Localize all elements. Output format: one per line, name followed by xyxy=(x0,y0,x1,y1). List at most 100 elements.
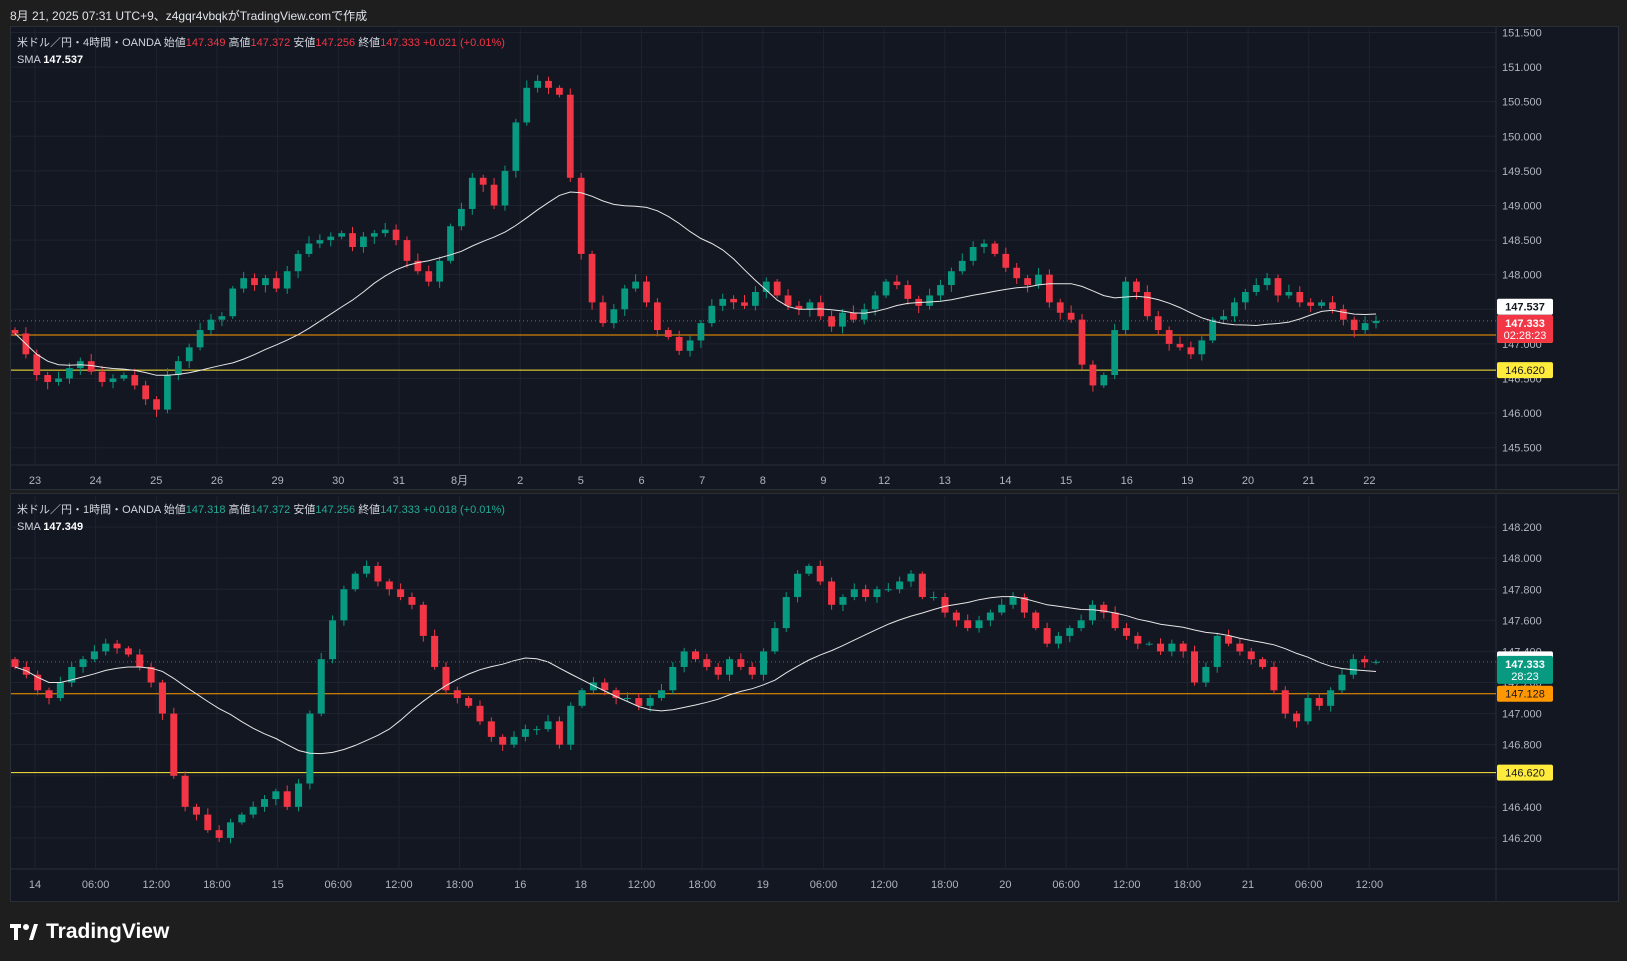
y-tick-label: 148.000 xyxy=(1502,553,1542,565)
candle-body xyxy=(1327,690,1335,706)
candle-body xyxy=(109,378,117,382)
candle-body xyxy=(1043,628,1051,644)
candle-body xyxy=(1329,302,1336,310)
candle-body xyxy=(610,309,618,324)
candle-body xyxy=(947,271,955,286)
x-tick-label: 9 xyxy=(820,475,826,487)
candle-body xyxy=(828,581,836,605)
low-value: 147.256 xyxy=(315,37,356,49)
symbol-label[interactable]: 米ドル／円・4時間・OANDA xyxy=(17,37,161,49)
candle-body xyxy=(294,253,302,272)
candle-body xyxy=(229,288,237,317)
x-tick-label: 12:00 xyxy=(1113,879,1141,891)
y-tick-label: 149.000 xyxy=(1502,200,1542,212)
open-value: 147.349 xyxy=(185,37,226,49)
y-tick-label: 146.800 xyxy=(1502,740,1542,752)
low-label: 安値 xyxy=(293,504,316,516)
x-tick-label: 06:00 xyxy=(324,879,352,891)
candle-body xyxy=(969,247,977,261)
candle-body xyxy=(669,666,677,691)
candle-body xyxy=(1165,330,1173,344)
candle-body xyxy=(1187,347,1195,355)
price-tag-label: 147.333 xyxy=(1505,318,1545,330)
candle-body xyxy=(447,226,454,261)
candle-body xyxy=(479,177,487,185)
candle-body xyxy=(599,302,607,324)
candle-body xyxy=(708,305,716,324)
y-tick-label: 151.000 xyxy=(1502,62,1542,74)
price-tag-label: 147.537 xyxy=(1505,302,1545,314)
candle-body xyxy=(643,281,650,303)
candle-body xyxy=(1133,281,1140,292)
x-tick-label: 06:00 xyxy=(1052,879,1080,891)
candle-body xyxy=(34,674,42,691)
candle-body xyxy=(44,375,52,382)
candle-body xyxy=(691,651,700,660)
price-tag-bg xyxy=(1497,764,1553,781)
sma-value: 147.537 xyxy=(43,54,84,66)
candle-body xyxy=(153,399,160,410)
close-label: 終値 xyxy=(358,504,381,516)
candle-body xyxy=(1077,620,1085,629)
candle-body xyxy=(442,666,450,691)
x-tick-label: 12 xyxy=(878,475,890,487)
candle-body xyxy=(295,783,303,807)
chart-svg-1h[interactable]: 146.200146.400146.600146.800147.000147.2… xyxy=(11,494,1618,901)
candle-body xyxy=(621,288,629,310)
candle-body xyxy=(98,371,106,382)
y-tick-label: 148.500 xyxy=(1502,235,1542,247)
x-tick-label: 26 xyxy=(211,475,223,487)
symbol-label[interactable]: 米ドル／円・1時間・OANDA xyxy=(17,504,161,516)
candle-body xyxy=(170,713,178,776)
chart-svg-4h[interactable]: 145.500146.000146.500147.000147.500148.0… xyxy=(11,27,1618,489)
candle-body xyxy=(839,597,847,605)
candle-body xyxy=(33,354,41,376)
candle-body xyxy=(1100,375,1108,386)
candle-body xyxy=(1293,713,1301,722)
candle-body xyxy=(329,620,337,660)
sma-label[interactable]: SMA xyxy=(17,521,41,533)
candle-body xyxy=(588,253,596,303)
candle-body xyxy=(882,281,890,296)
candle-body xyxy=(980,243,988,247)
candle-body xyxy=(1241,291,1249,303)
price-tag-bg xyxy=(1497,314,1553,343)
candle-body xyxy=(425,271,433,282)
candle-body xyxy=(11,659,19,667)
candle-body xyxy=(860,309,868,320)
candle-body xyxy=(741,302,748,306)
candle-body xyxy=(1285,291,1293,296)
candle-body xyxy=(204,814,212,831)
tradingview-brand[interactable]: TradingView xyxy=(10,917,169,947)
candle-body xyxy=(1168,643,1176,652)
candle-body xyxy=(1122,281,1129,331)
chart-panel-1h[interactable]: 米ドル／円・1時間・OANDA 始値147.318 高値147.372 安値14… xyxy=(10,493,1619,902)
candle-body xyxy=(1372,320,1380,324)
candle-body xyxy=(142,385,150,400)
candle-body xyxy=(283,271,291,289)
high-value: 147.372 xyxy=(250,37,291,49)
candle-body xyxy=(207,319,215,331)
candle-body xyxy=(941,597,949,613)
candle-body xyxy=(873,589,881,598)
candle-body xyxy=(87,361,95,372)
candle-body xyxy=(305,243,313,254)
x-tick-label: 06:00 xyxy=(810,879,838,891)
y-tick-label: 146.400 xyxy=(1502,802,1542,814)
candle-body xyxy=(904,285,912,299)
candle-body xyxy=(1002,253,1010,268)
candle-body xyxy=(1349,659,1357,675)
candle-body xyxy=(131,375,139,386)
x-tick-label: 29 xyxy=(271,475,283,487)
x-tick-label: 18:00 xyxy=(1174,879,1202,891)
chart-panel-4h[interactable]: 米ドル／円・4時間・OANDA 始値147.349 高値147.372 安値14… xyxy=(10,26,1619,490)
candle-body xyxy=(806,302,814,310)
candle-body xyxy=(349,233,356,247)
candle-body xyxy=(975,620,983,629)
candle-body xyxy=(249,806,257,815)
candle-body xyxy=(991,243,999,254)
sma-line xyxy=(14,596,1377,755)
candle-body xyxy=(1213,635,1221,667)
price-tag-bg xyxy=(1497,685,1553,702)
sma-label[interactable]: SMA xyxy=(17,54,41,66)
